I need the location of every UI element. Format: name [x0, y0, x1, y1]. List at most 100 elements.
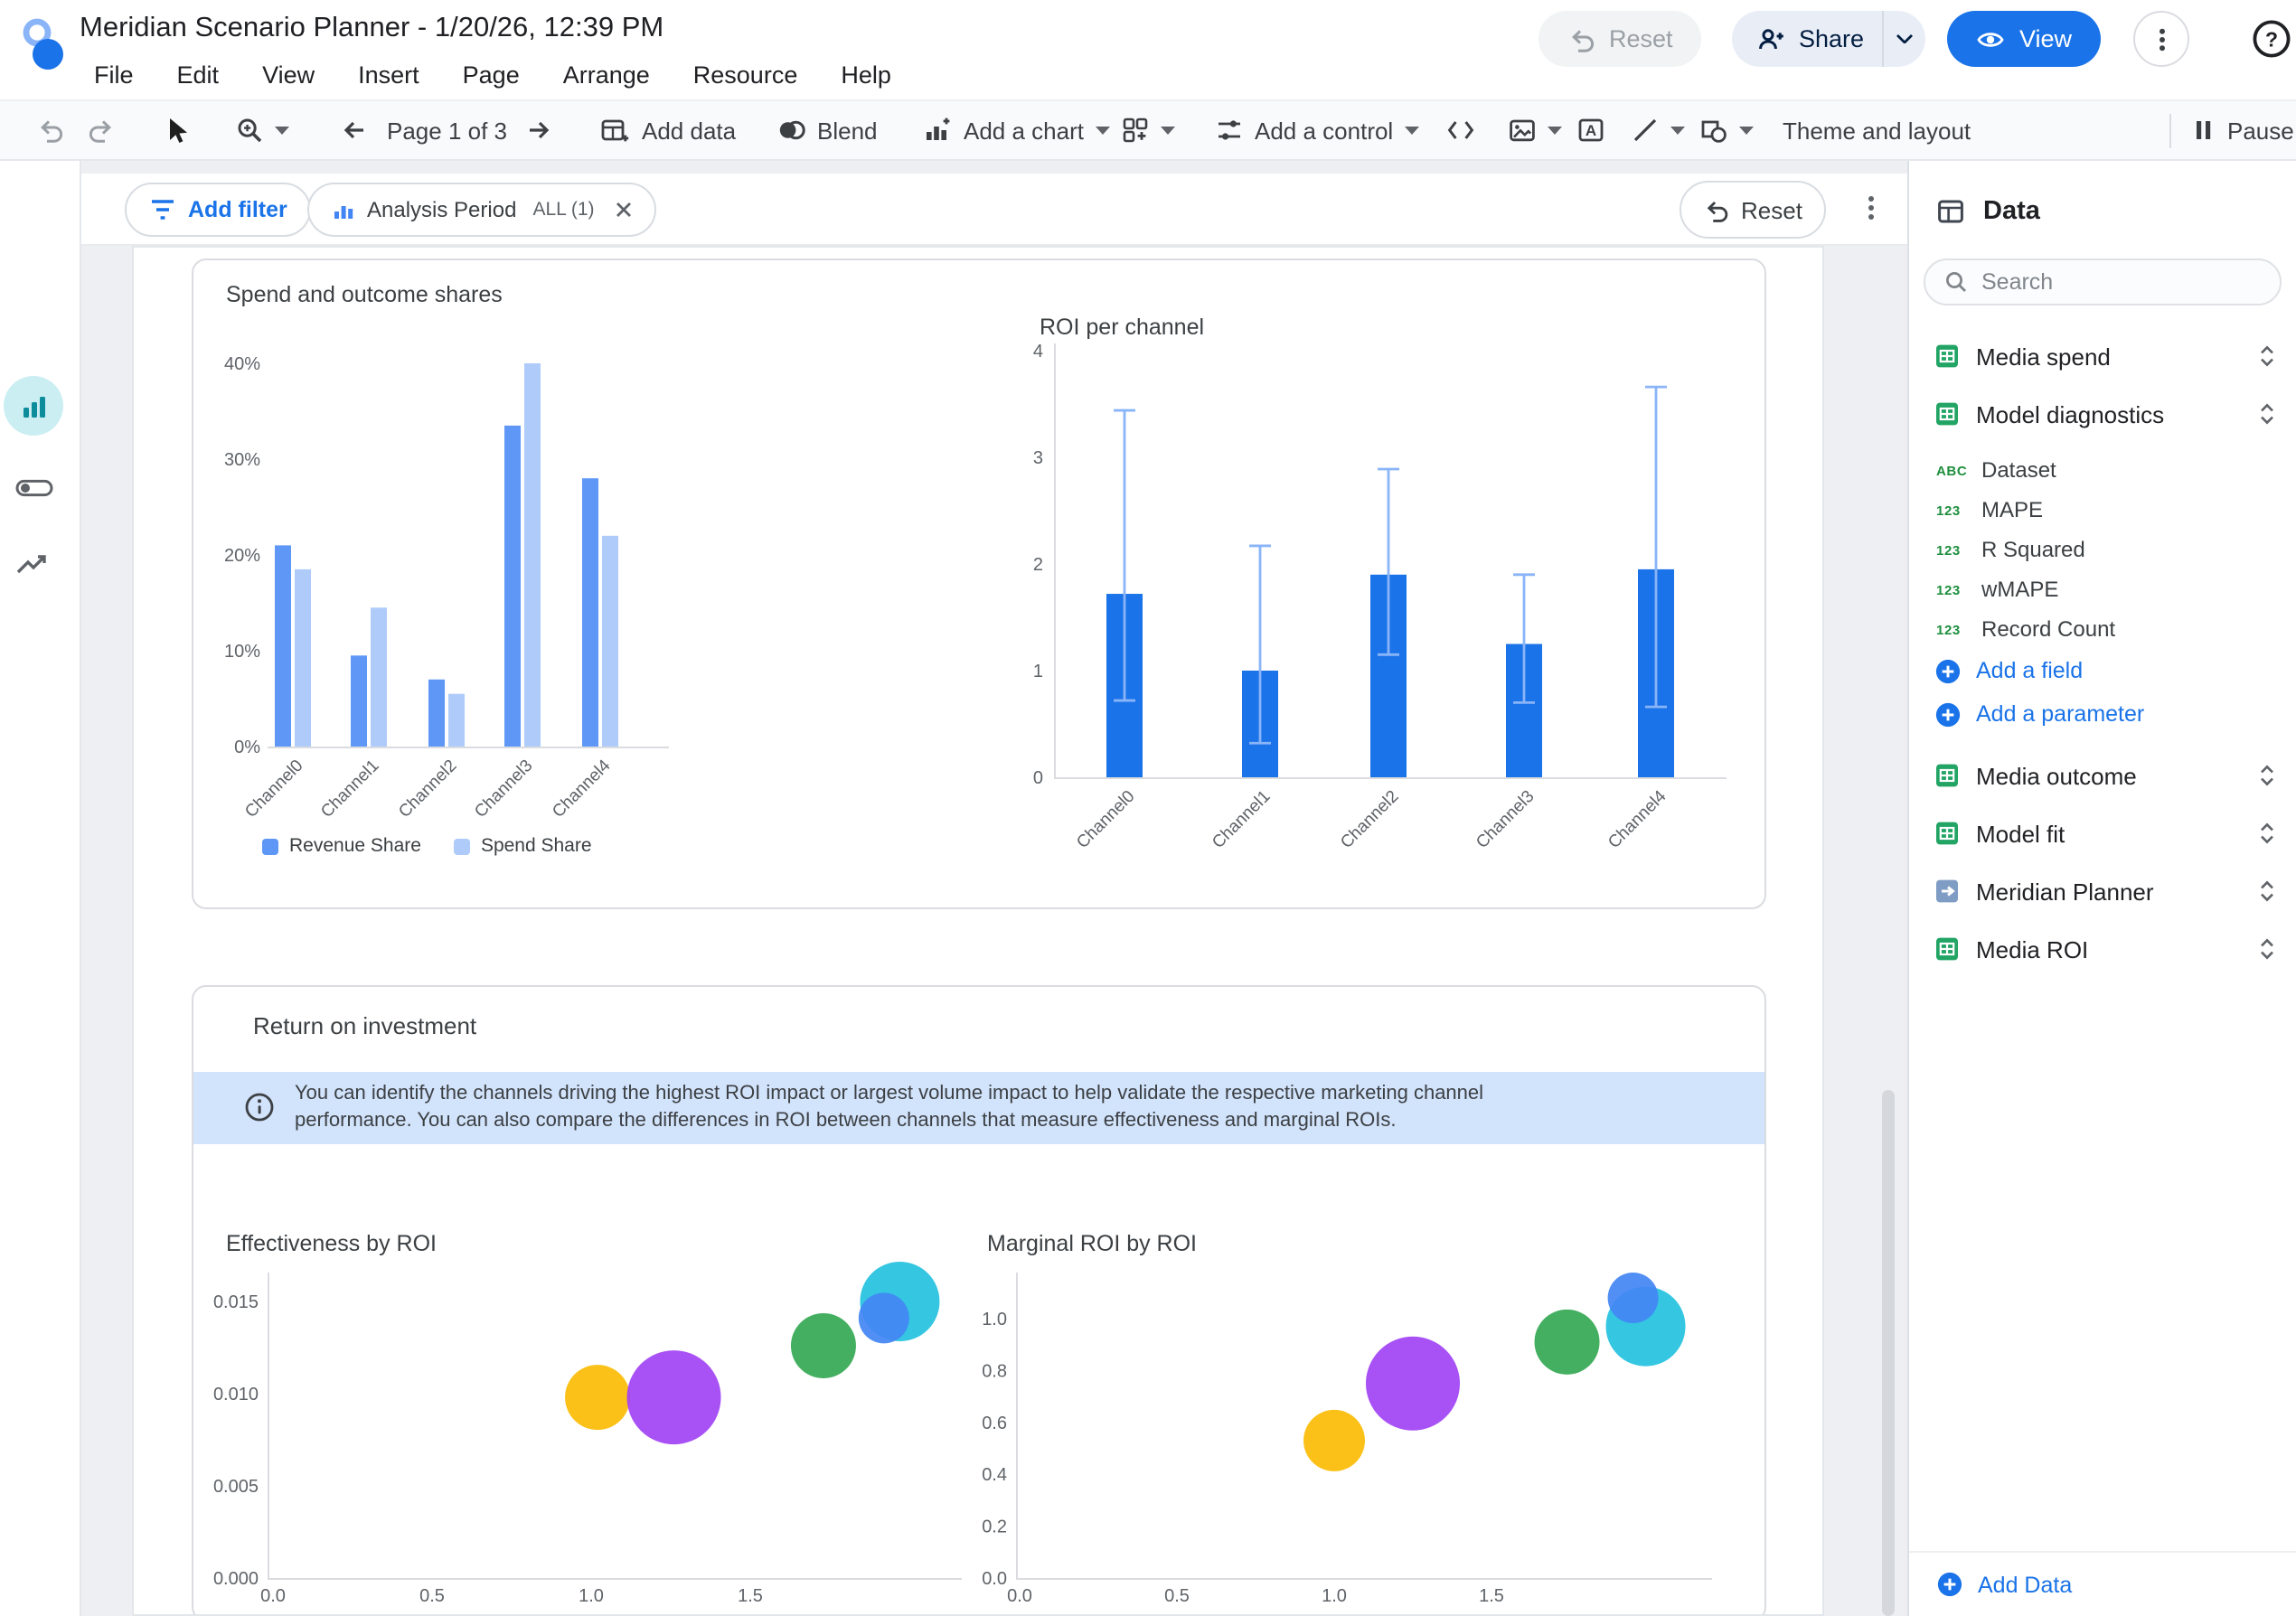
chevron-down-icon [1095, 126, 1109, 134]
add-field-button[interactable]: Add a field [1909, 649, 2296, 692]
data-search[interactable] [1924, 258, 2282, 305]
add-data-button[interactable]: Add data [600, 101, 736, 159]
image-tool-button[interactable] [1508, 101, 1562, 159]
theme-layout-button[interactable]: Theme and layout [1783, 117, 1971, 144]
menu-arrange[interactable]: Arrange [562, 61, 650, 89]
data-source-list: Media spend Model diagnostics ABC Datase… [1909, 327, 2296, 978]
data-panel: Data Media spend Model diagnostics ABC D… [1907, 161, 2296, 1616]
source-row-model-diagnostics[interactable]: Model diagnostics [1909, 385, 2296, 443]
svg-text:Channel4: Channel4 [1604, 786, 1670, 852]
pause-updates-button[interactable]: Pause updates [2191, 101, 2296, 159]
header-reset-label: Reset [1609, 25, 1673, 52]
field-row-r-squared[interactable]: 123 R Squared [1909, 530, 2296, 569]
filter-reset-button[interactable]: Reset [1680, 181, 1826, 239]
redo-button[interactable] [87, 101, 116, 159]
view-button[interactable]: View [1947, 11, 2102, 67]
unfold-icon[interactable] [2258, 401, 2276, 427]
add-chart-icon [927, 117, 950, 140]
unfold-icon[interactable] [2258, 763, 2276, 788]
field-row-wmape[interactable]: 123 wMAPE [1909, 569, 2296, 609]
share-button[interactable]: Share [1732, 11, 1882, 67]
trend-rail-button[interactable] [14, 550, 51, 578]
effectiveness-by-roi-chart[interactable]: 0.000 0.005 0.010 0.015 0.0 0.5 1.0 1.5 [202, 1251, 980, 1616]
header-reset-button[interactable]: Reset [1539, 11, 1702, 67]
source-row-model-fit[interactable]: Model fit [1909, 804, 2296, 862]
previous-page-button[interactable] [340, 101, 369, 159]
source-row-meridian-planner[interactable]: Meridian Planner [1909, 862, 2296, 920]
header-more-button[interactable] [2133, 11, 2189, 67]
eye-icon [1976, 24, 2005, 53]
filter-chip-label: Analysis Period [367, 197, 517, 222]
filter-bar-more-button[interactable] [1857, 192, 1886, 224]
unfold-icon[interactable] [2258, 936, 2276, 962]
next-page-button[interactable] [524, 101, 553, 159]
source-row-media-outcome[interactable]: Media outcome [1909, 747, 2296, 804]
vertical-scrollbar[interactable] [1882, 1090, 1895, 1616]
blend-button[interactable]: Blend [777, 101, 878, 159]
more-vert-icon [2159, 27, 2164, 51]
field-name: Record Count [1981, 616, 2116, 642]
unfold-icon[interactable] [2258, 821, 2276, 846]
arrow-right-icon [530, 121, 550, 139]
app-logo-icon[interactable] [18, 9, 69, 81]
svg-text:Channel1: Channel1 [317, 756, 382, 822]
roi-per-channel-chart[interactable]: 0 1 2 3 4 Channel0 Channel1 Channel2 Channel3 Cha… [1007, 333, 1748, 893]
chevron-down-icon [1161, 126, 1175, 134]
add-parameter-button[interactable]: Add a parameter [1909, 692, 2296, 736]
view-label: View [2019, 25, 2073, 52]
controls-rail-button[interactable] [14, 474, 54, 503]
field-name: wMAPE [1981, 577, 2059, 602]
share-dropdown-button[interactable] [1882, 11, 1925, 67]
menu-edit[interactable]: Edit [176, 61, 220, 89]
svg-text:0.0: 0.0 [260, 1586, 286, 1606]
field-row-mape[interactable]: 123 MAPE [1909, 490, 2296, 530]
unfold-icon[interactable] [2258, 343, 2276, 369]
page-indicator[interactable]: Page 1 of 3 [387, 117, 507, 144]
shape-tool-button[interactable] [1699, 101, 1754, 159]
menu-insert[interactable]: Insert [358, 61, 419, 89]
unfold-icon[interactable] [2258, 878, 2276, 904]
filter-chip-analysis-period[interactable]: Analysis Period ALL (1) [307, 183, 656, 237]
chevron-down-icon [1896, 34, 1914, 43]
spend-outcome-chart[interactable]: 0%10%20%30%40%Channel0 Channel1 Channel2 Ch… [202, 315, 1052, 909]
line-tool-button[interactable] [1631, 101, 1685, 159]
roi-section-card[interactable]: Return on investment You can identify th… [192, 985, 1766, 1616]
blend-label: Blend [817, 117, 878, 144]
menu-resource[interactable]: Resource [692, 61, 798, 89]
undo-button[interactable] [36, 101, 65, 159]
add-field-label: Add a field [1976, 658, 2084, 683]
add-data-button-bottom[interactable]: Add Data [1909, 1551, 2296, 1616]
menu-help[interactable]: Help [841, 61, 891, 89]
source-row-media-spend[interactable]: Media spend [1909, 327, 2296, 385]
zoom-tool-button[interactable] [235, 101, 289, 159]
menu-view[interactable]: View [262, 61, 315, 89]
select-tool-button[interactable] [163, 101, 192, 159]
chevron-down-icon [1739, 126, 1754, 134]
search-input[interactable] [1981, 269, 2253, 295]
help-button[interactable]: ? [2251, 18, 2292, 60]
close-icon[interactable] [615, 201, 633, 219]
help-icon: ? [2253, 20, 2291, 58]
report-view-button[interactable] [4, 376, 63, 436]
add-control-button[interactable]: Add a control [1215, 101, 1419, 159]
community-visualizations-button[interactable] [1121, 101, 1175, 159]
menu-page[interactable]: Page [462, 61, 520, 89]
document-title[interactable]: Meridian Scenario Planner - 1/20/26, 12:… [80, 13, 664, 43]
menu-file[interactable]: File [94, 61, 134, 89]
field-row-dataset[interactable]: ABC Dataset [1909, 450, 2296, 490]
text-tool-button[interactable]: A [1576, 101, 1605, 159]
svg-text:A: A [1586, 122, 1596, 139]
svg-text:Channel2: Channel2 [1337, 787, 1402, 852]
field-type-badge: 123 [1936, 541, 1961, 558]
charts-card-shares-roi[interactable]: Spend and outcome shares 0% 10% 20% 30% 40% C… [192, 258, 1766, 909]
embed-button[interactable] [1446, 101, 1475, 159]
pause-updates-label: Pause updates [2227, 117, 2296, 144]
source-row-media-roi[interactable]: Media ROI [1909, 920, 2296, 978]
share-button-group: Share [1732, 11, 1926, 67]
add-chart-button[interactable]: Add a chart [922, 101, 1109, 159]
info-icon [244, 1092, 275, 1123]
app-header: Meridian Scenario Planner - 1/20/26, 12:… [0, 0, 2296, 99]
add-filter-button[interactable]: Add filter [125, 183, 311, 237]
field-row-record-count[interactable]: 123 Record Count [1909, 609, 2296, 649]
marginal-roi-by-roi-chart[interactable]: 0.0 0.2 0.4 0.6 0.8 1.0 0.0 0.5 1.0 1.5 [953, 1251, 1730, 1616]
